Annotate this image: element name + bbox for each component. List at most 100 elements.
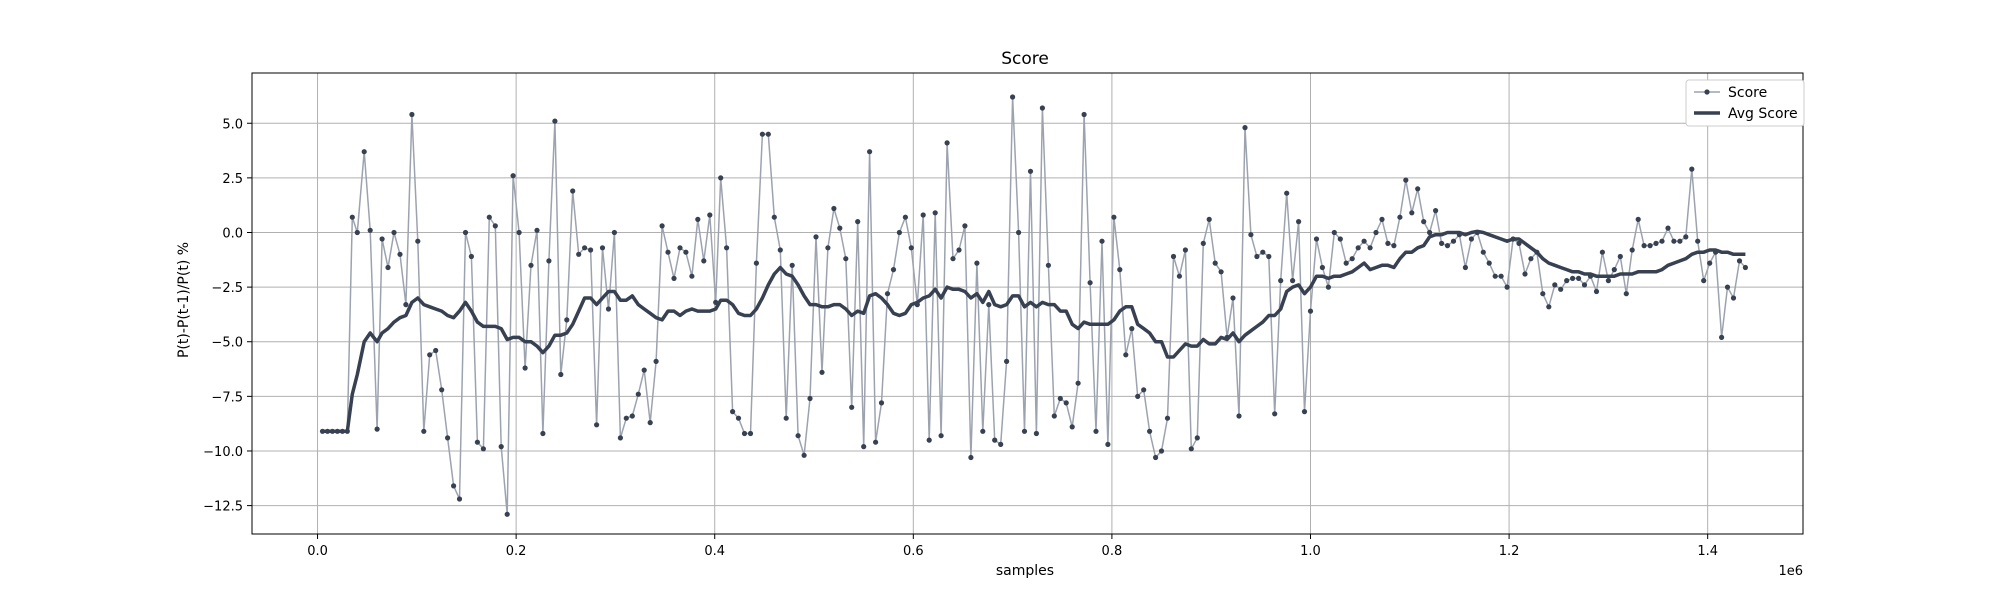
score-point [641,367,647,373]
score-point [878,400,885,406]
legend-score-label: Score [1728,85,1767,101]
score-point [415,238,421,244]
score-point [1462,264,1468,271]
score-point [1230,295,1236,301]
score-point [1272,411,1278,417]
score-point [1343,260,1349,266]
score-point [1278,278,1284,284]
x-tick-label: 1.2 [1499,544,1520,559]
score-point [1659,238,1665,244]
score-point [1480,249,1486,255]
score-point [950,256,956,262]
score-point [468,253,474,260]
score-point [349,214,355,220]
score-point [1611,267,1617,273]
score-point [998,441,1004,447]
score-point [1522,271,1528,277]
score-point [956,247,962,253]
score-point [1671,238,1677,244]
x-axis-label: samples [996,563,1054,579]
grid-lines [252,73,1803,534]
score-point [932,210,938,216]
score-point [1081,111,1087,118]
score-point [605,306,612,312]
score-point [1707,260,1713,266]
score-point [1403,177,1409,183]
score-point [1415,186,1421,192]
score-point [1409,210,1415,216]
score-point [1200,240,1206,246]
y-tick-label: −5.0 [211,336,243,351]
score-point [1730,295,1737,301]
score-point [1450,238,1457,244]
score-point [1051,413,1057,419]
score-point [867,149,873,155]
score-point [1057,395,1063,402]
score-point [1641,243,1647,249]
series-layer [319,94,1748,517]
x-tick-label: 0.0 [307,544,328,559]
score-point [1266,253,1272,260]
score-point [1260,249,1266,255]
score-point [1397,214,1403,220]
score-point [1558,286,1564,292]
score-point [683,249,689,255]
score-point [1242,125,1248,131]
score-point [789,262,795,268]
score-point [974,260,980,266]
score-point [962,223,968,229]
score-point [777,247,783,253]
score-point [629,413,635,419]
score-point [1433,208,1439,214]
score-point [635,391,641,397]
score-point [474,439,480,445]
score-point [1141,387,1147,393]
score-point [1313,236,1320,242]
score-point [1724,284,1731,290]
score-point [451,483,457,489]
score-point [570,188,576,194]
score-point [1373,229,1379,236]
score-point [1581,282,1588,288]
avg-score-line [322,229,1746,434]
y-tick-label: −10.0 [203,445,243,460]
score-point [462,229,469,236]
score-point [1325,284,1331,290]
score-point [1027,168,1034,174]
chart-title: Score [1001,49,1049,69]
score-point [576,251,582,257]
score-point [1379,216,1385,222]
score-point [1039,105,1045,111]
score-point [1683,234,1689,240]
score-point [456,496,463,502]
score-point [1719,334,1725,340]
score-point [1355,245,1361,251]
score-point [759,131,766,137]
score-point [1063,400,1069,406]
score-point [1421,219,1427,225]
score-point [397,251,403,257]
plot-frame [251,72,1804,535]
score-point [873,439,879,445]
score-point [890,267,897,273]
score-point [741,430,748,437]
score-point [980,428,986,434]
score-point [1367,245,1373,251]
score-point [1385,240,1391,246]
score-point [813,234,819,240]
score-point [1254,253,1260,260]
score-point [1599,249,1605,255]
score-point [707,212,713,218]
score-point [421,428,427,434]
score-point [1647,243,1653,249]
score-point [504,511,510,517]
score-point [920,212,926,218]
score-point [403,302,409,308]
score-point [1158,448,1165,454]
score-point [908,245,914,251]
score-point [1194,435,1200,441]
score-point [1629,247,1635,253]
legend-avg-score-label: Avg Score [1728,106,1798,122]
score-point [837,225,843,231]
score-point [510,173,516,179]
